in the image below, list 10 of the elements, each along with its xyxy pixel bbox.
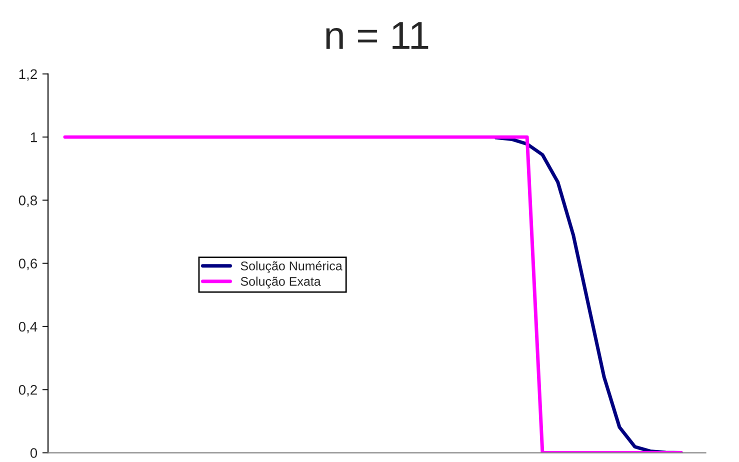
chart-title: n = 11 [326, 22, 428, 49]
y-tick-label: 0,2 [18, 384, 37, 396]
legend-label: Solução Exata [240, 276, 321, 288]
y-tick-label: 1,2 [19, 69, 37, 81]
legend-label: Solução Numérica [240, 261, 342, 273]
y-tick-label: 0,4 [18, 322, 38, 334]
y-tick-label: 0,6 [18, 258, 38, 270]
y-tick-label: 0 [30, 448, 38, 458]
y-tick-label: 1 [30, 132, 37, 142]
y-tick-label: 0,8 [18, 196, 38, 208]
